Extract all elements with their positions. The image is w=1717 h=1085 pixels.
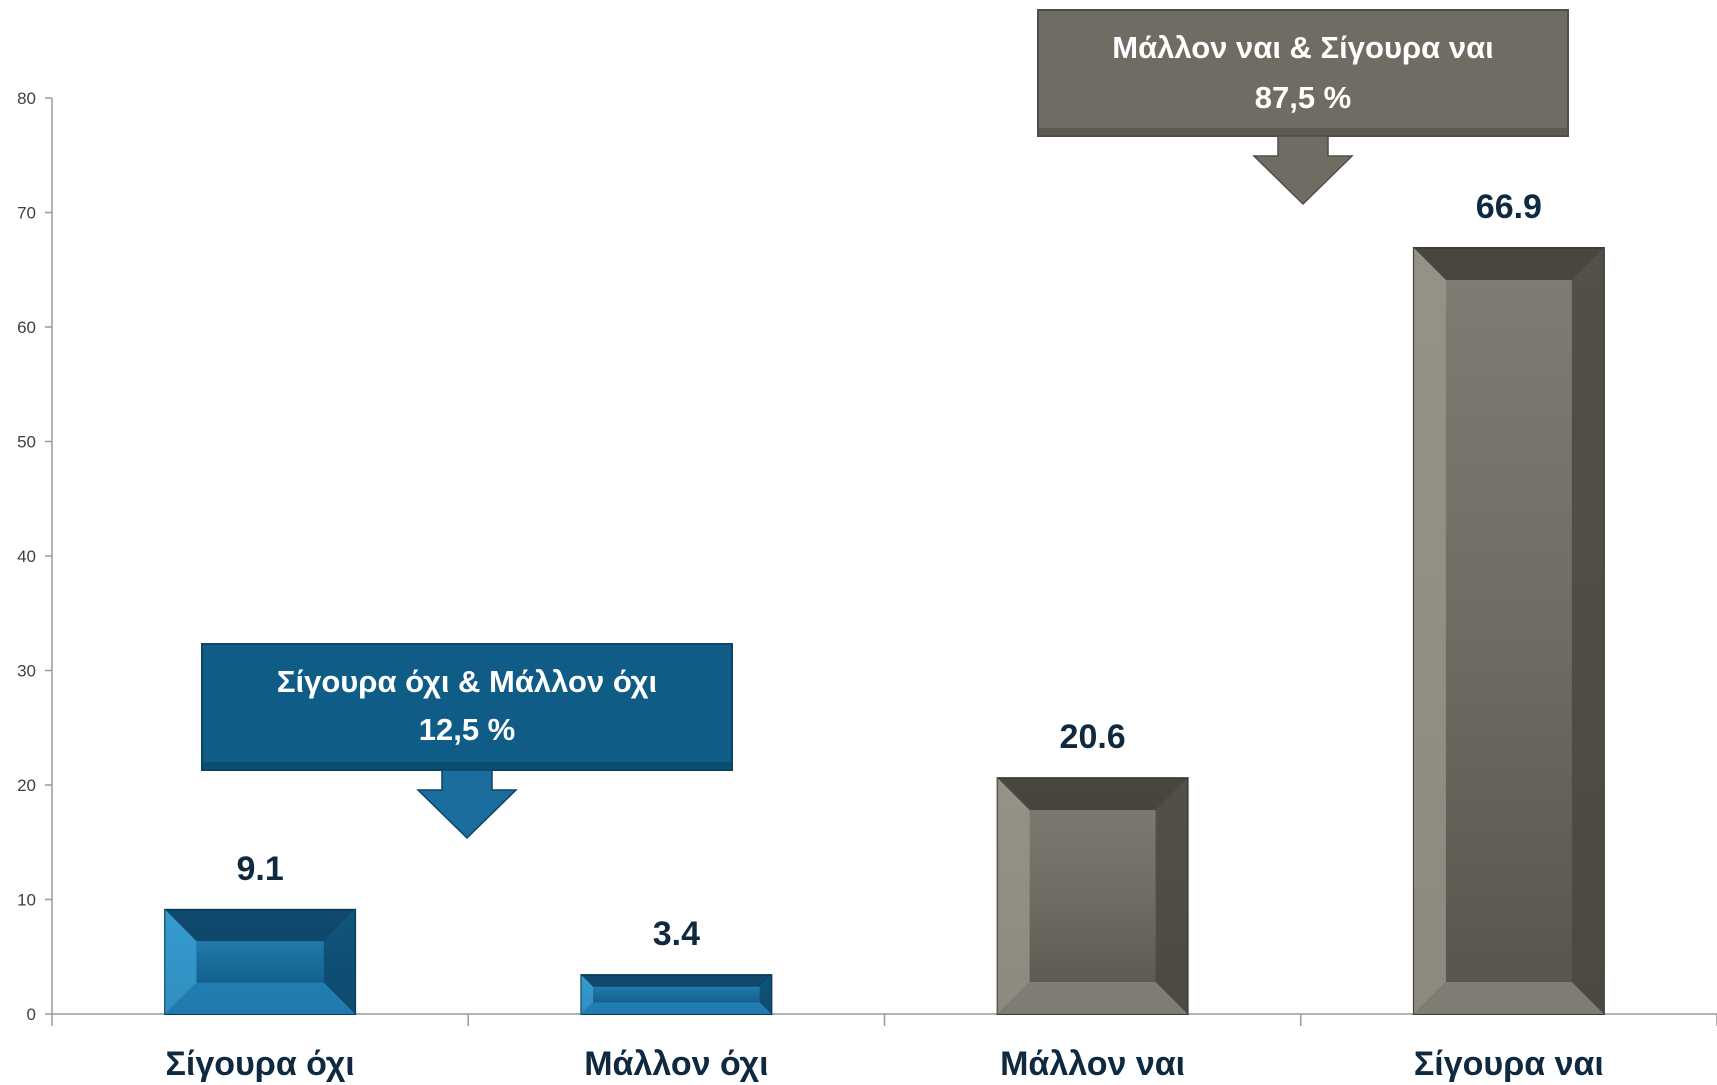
- bar-bevel-left: [997, 778, 1030, 1014]
- callout-box: [1037, 9, 1569, 137]
- bar-bevel-right: [323, 909, 356, 1014]
- data-label: 9.1: [236, 850, 283, 888]
- y-tick-label: 40: [17, 547, 36, 566]
- bar-bevel-right: [1155, 778, 1188, 1014]
- bar-bevel-top: [1413, 247, 1604, 280]
- bar-bevel-right: [759, 975, 772, 1014]
- bars: [164, 246, 1605, 1016]
- y-tick-label: 20: [17, 776, 36, 795]
- y-tick-label: 50: [17, 433, 36, 452]
- callout-line1: Σίγουρα όχι & Μάλλον όχι: [277, 664, 657, 699]
- bar-bevel-bottom: [165, 982, 356, 1014]
- bar-bevel-left: [581, 975, 594, 1014]
- callout-box: [201, 643, 733, 771]
- category-labels: Σίγουρα όχι Μάλλον όχι Μάλλον ναι Σίγουρα ν…: [165, 1045, 1603, 1083]
- callout-no-total: Σίγουρα όχι & Μάλλον όχι 12,5 %: [201, 643, 733, 840]
- y-tick-labels: 0 10 20 30 40 50 60 70 80: [17, 89, 52, 1024]
- callout-box-shade: [202, 762, 732, 770]
- callout-line1: Μάλλον ναι & Σίγουρα ναι: [1112, 30, 1494, 65]
- category-label: Μάλλον ναι: [1000, 1045, 1185, 1083]
- data-label: 3.4: [653, 915, 700, 953]
- bar-bevel-left: [1413, 247, 1446, 1014]
- callout-line2: 12,5 %: [419, 712, 516, 747]
- y-tick-label: 80: [17, 89, 36, 108]
- bar-bevel-left: [165, 909, 197, 1014]
- y-tick-label: 10: [17, 891, 36, 910]
- callout-arrow-icon: [416, 769, 518, 840]
- data-label: 66.9: [1476, 188, 1542, 226]
- callout-line2: 87,5 %: [1255, 80, 1352, 115]
- bar-bevel-bottom: [1413, 982, 1604, 1014]
- bar: [996, 777, 1189, 1015]
- callout-box-shade: [1038, 128, 1568, 136]
- bar-bevel-top: [581, 975, 772, 987]
- y-tick-label: 0: [27, 1005, 36, 1024]
- x-tick-marks: [51, 1014, 1717, 1026]
- bar: [1412, 246, 1605, 1015]
- bar-bevel-bottom: [997, 982, 1188, 1014]
- y-tick-label: 30: [17, 662, 36, 681]
- bar: [580, 974, 773, 1016]
- callout-arrow-icon: [1252, 135, 1354, 206]
- bar-bevel-top: [165, 909, 356, 942]
- bar-bevel-bottom: [581, 1002, 772, 1014]
- category-label: Σίγουρα ναι: [1414, 1045, 1604, 1083]
- callout-yes-total: Μάλλον ναι & Σίγουρα ναι 87,5 %: [1037, 9, 1569, 206]
- data-labels: 9.1 3.4 20.6 66.9: [236, 188, 1541, 953]
- y-tick-label: 60: [17, 318, 36, 337]
- bar-bevel-right: [1571, 247, 1604, 1014]
- category-label: Σίγουρα όχι: [165, 1045, 354, 1083]
- data-label: 20.6: [1060, 718, 1126, 756]
- bar-bevel-top: [997, 778, 1188, 811]
- bar: [164, 908, 357, 1015]
- category-label: Μάλλον όχι: [584, 1045, 768, 1083]
- y-tick-label: 70: [17, 204, 36, 223]
